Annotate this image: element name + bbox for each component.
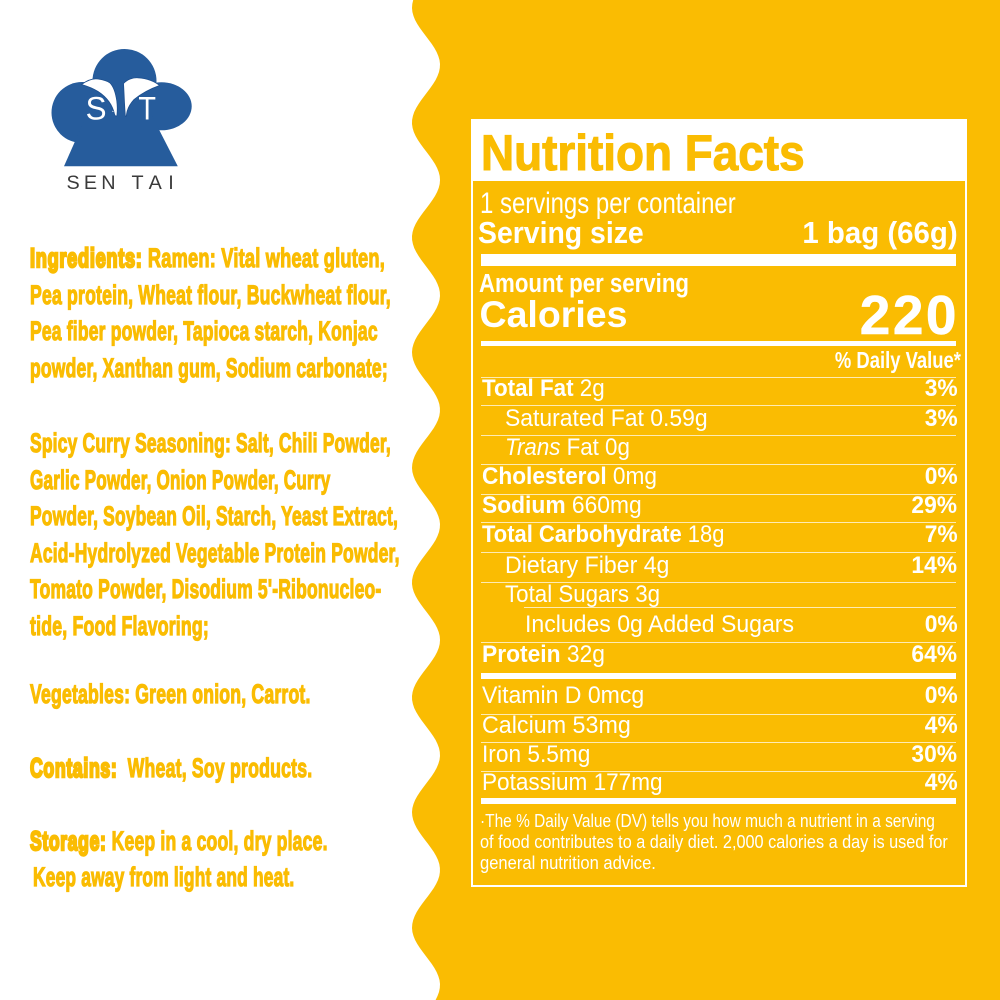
svg-text:T: T — [138, 91, 156, 127]
svg-text:S: S — [86, 90, 107, 126]
